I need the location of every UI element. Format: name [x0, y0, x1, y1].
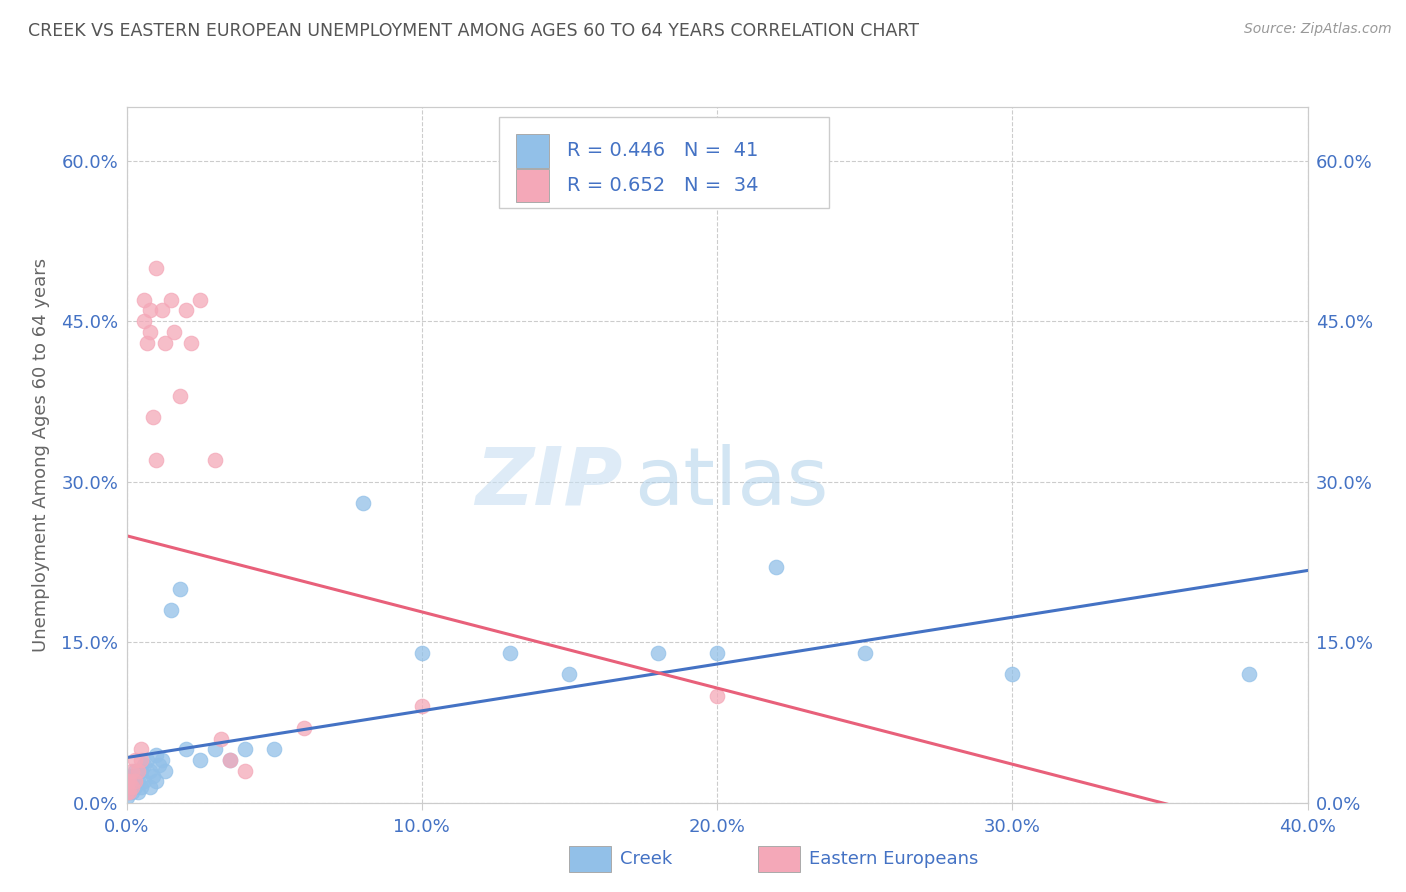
Point: [127, 764, 149, 778]
Point: [118, 785, 141, 799]
Point: [118, 774, 141, 789]
Point: [174, 742, 197, 756]
Point: [558, 667, 581, 681]
Point: [115, 785, 138, 799]
Point: [124, 753, 146, 767]
Text: R = 0.652   N =  34: R = 0.652 N = 34: [567, 176, 759, 195]
Point: [145, 774, 167, 789]
Point: [127, 774, 149, 789]
Point: [121, 780, 143, 794]
Text: CREEK VS EASTERN EUROPEAN UNEMPLOYMENT AMONG AGES 60 TO 64 YEARS CORRELATION CHA: CREEK VS EASTERN EUROPEAN UNEMPLOYMENT A…: [28, 22, 920, 40]
Point: [142, 410, 165, 425]
Point: [204, 453, 226, 467]
Point: [115, 780, 138, 794]
Point: [153, 764, 176, 778]
Point: [145, 260, 167, 275]
Point: [233, 742, 256, 756]
Y-axis label: Unemployment Among Ages 60 to 64 years: Unemployment Among Ages 60 to 64 years: [32, 258, 51, 652]
Point: [411, 646, 433, 660]
Point: [145, 453, 167, 467]
FancyBboxPatch shape: [499, 118, 830, 208]
Point: [118, 774, 141, 789]
Text: R = 0.446   N =  41: R = 0.446 N = 41: [567, 141, 758, 161]
Point: [129, 780, 153, 794]
Point: [159, 293, 183, 307]
Point: [209, 731, 232, 746]
Point: [169, 582, 191, 596]
Point: [159, 603, 183, 617]
Point: [169, 389, 191, 403]
Point: [352, 496, 374, 510]
Point: [188, 753, 211, 767]
Point: [142, 769, 165, 783]
Text: Source: ZipAtlas.com: Source: ZipAtlas.com: [1244, 22, 1392, 37]
Point: [233, 764, 256, 778]
Point: [124, 764, 146, 778]
Point: [121, 785, 143, 799]
Point: [706, 646, 728, 660]
Point: [292, 721, 315, 735]
Point: [411, 699, 433, 714]
FancyBboxPatch shape: [758, 846, 800, 872]
Point: [219, 753, 242, 767]
Point: [647, 646, 669, 660]
Text: Eastern Europeans: Eastern Europeans: [810, 850, 979, 868]
Point: [139, 764, 162, 778]
Point: [150, 753, 173, 767]
Point: [180, 335, 202, 350]
Point: [115, 774, 138, 789]
Point: [121, 769, 143, 783]
Point: [124, 780, 146, 794]
FancyBboxPatch shape: [569, 846, 610, 872]
Text: ZIP: ZIP: [475, 443, 623, 522]
Point: [174, 303, 197, 318]
Point: [853, 646, 876, 660]
Point: [136, 335, 159, 350]
Point: [134, 314, 156, 328]
Point: [150, 303, 173, 318]
Point: [145, 747, 167, 762]
Point: [1237, 667, 1260, 681]
Point: [148, 758, 170, 772]
Point: [188, 293, 211, 307]
Point: [139, 325, 162, 339]
FancyBboxPatch shape: [516, 134, 550, 168]
Point: [124, 774, 146, 789]
Point: [118, 785, 141, 799]
Point: [129, 764, 153, 778]
Point: [136, 753, 159, 767]
Point: [129, 742, 153, 756]
Point: [139, 303, 162, 318]
Point: [129, 753, 153, 767]
Point: [1001, 667, 1024, 681]
Point: [134, 293, 156, 307]
Point: [706, 689, 728, 703]
Text: atlas: atlas: [634, 443, 828, 522]
Point: [127, 785, 149, 799]
Point: [204, 742, 226, 756]
Point: [134, 774, 156, 789]
Point: [499, 646, 522, 660]
Point: [263, 742, 285, 756]
Point: [134, 758, 156, 772]
Text: Creek: Creek: [620, 850, 672, 868]
Point: [153, 335, 176, 350]
Point: [765, 560, 787, 574]
Point: [115, 790, 138, 805]
Point: [219, 753, 242, 767]
Point: [139, 780, 162, 794]
Point: [163, 325, 186, 339]
FancyBboxPatch shape: [516, 169, 550, 202]
Point: [121, 764, 143, 778]
